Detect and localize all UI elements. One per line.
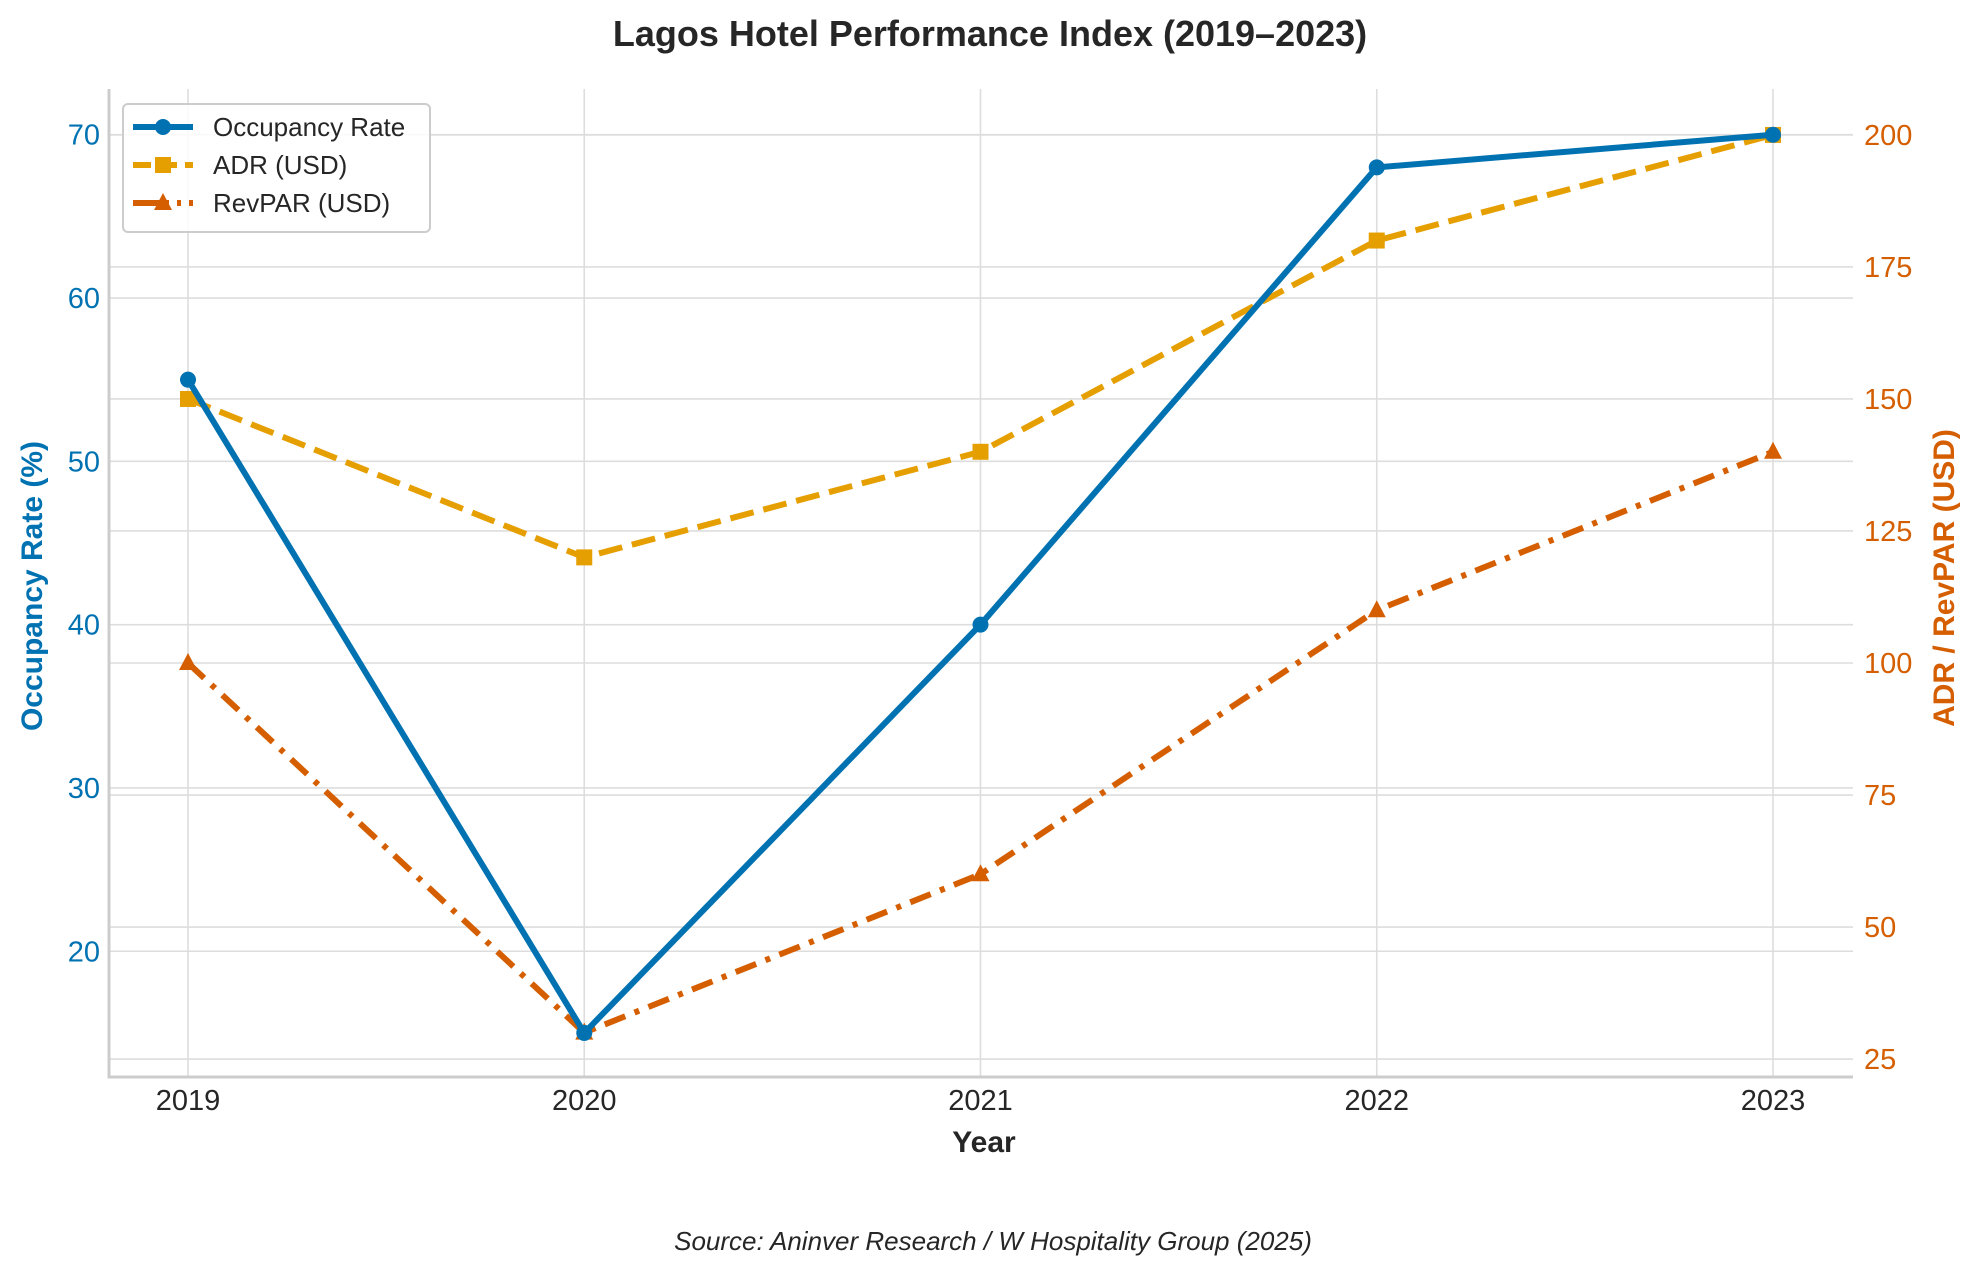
data-point	[972, 443, 989, 460]
series-occupancy-rate	[180, 126, 1781, 1041]
left-tick-label: 30	[68, 773, 100, 805]
right-tick-label: 100	[1864, 648, 1912, 680]
legend-item: RevPAR (USD)	[133, 188, 390, 218]
legend-label: Occupancy Rate	[213, 112, 405, 142]
grid-layer	[109, 89, 1853, 1077]
legend-marker	[155, 119, 171, 135]
left-axis-ticks: 20 30 40 50 60 70	[68, 120, 100, 969]
left-tick-label: 70	[68, 120, 100, 152]
data-point	[971, 864, 990, 882]
chart-title: Lagos Hotel Performance Index (2019–2023…	[613, 13, 1367, 54]
right-tick-label: 75	[1864, 780, 1896, 812]
data-point	[180, 390, 196, 407]
x-tick-label: 2022	[1344, 1085, 1409, 1117]
right-axis-label: ADR / RevPAR (USD)	[1928, 429, 1961, 727]
x-axis-label: Year	[952, 1126, 1016, 1159]
x-tick-label: 2023	[1741, 1085, 1806, 1117]
x-tick-label: 2020	[552, 1085, 617, 1117]
legend-item: Occupancy Rate	[133, 112, 405, 142]
x-tick-label: 2021	[948, 1085, 1013, 1117]
data-point	[1368, 159, 1385, 176]
left-axis-label: Occupancy Rate (%)	[16, 441, 49, 731]
right-tick-label: 50	[1864, 912, 1896, 944]
x-tick-label: 2019	[156, 1085, 221, 1117]
data-point	[180, 371, 196, 388]
left-tick-label: 60	[68, 283, 100, 315]
left-tick-label: 50	[68, 446, 100, 478]
legend-item: ADR (USD)	[133, 150, 347, 180]
right-tick-label: 175	[1864, 252, 1912, 284]
left-tick-label: 20	[68, 936, 100, 968]
legend: Occupancy Rate ADR (USD) RevPAR (USD)	[122, 103, 431, 233]
legend-label: RevPAR (USD)	[213, 188, 390, 218]
series-layer	[179, 126, 1782, 1041]
data-point	[1764, 441, 1782, 459]
right-axis-ticks: 25 50 75 100 125 150 175 200	[1864, 120, 1912, 1076]
x-axis-ticks: 2019 2020 2021 2022 2023	[156, 1085, 1806, 1117]
right-tick-label: 200	[1864, 120, 1912, 152]
right-tick-label: 150	[1864, 384, 1912, 416]
source-note: Source: Aninver Research / W Hospitality…	[674, 1226, 1312, 1256]
legend-box	[122, 103, 431, 233]
data-point	[1368, 232, 1385, 249]
data-point	[1765, 126, 1781, 143]
legend-marker	[154, 193, 172, 210]
legend-label: ADR (USD)	[213, 150, 347, 180]
series-line	[185, 448, 1775, 1036]
right-tick-label: 125	[1864, 516, 1912, 548]
data-point	[576, 549, 593, 566]
data-point	[972, 616, 989, 633]
axis-spines	[107, 89, 1853, 1079]
right-tick-label: 25	[1864, 1044, 1896, 1076]
data-point	[576, 1024, 593, 1041]
left-tick-label: 40	[68, 610, 100, 642]
legend-marker	[155, 157, 171, 173]
data-point	[179, 653, 197, 671]
series-adr-usd	[180, 126, 1781, 566]
data-point	[1367, 600, 1386, 618]
